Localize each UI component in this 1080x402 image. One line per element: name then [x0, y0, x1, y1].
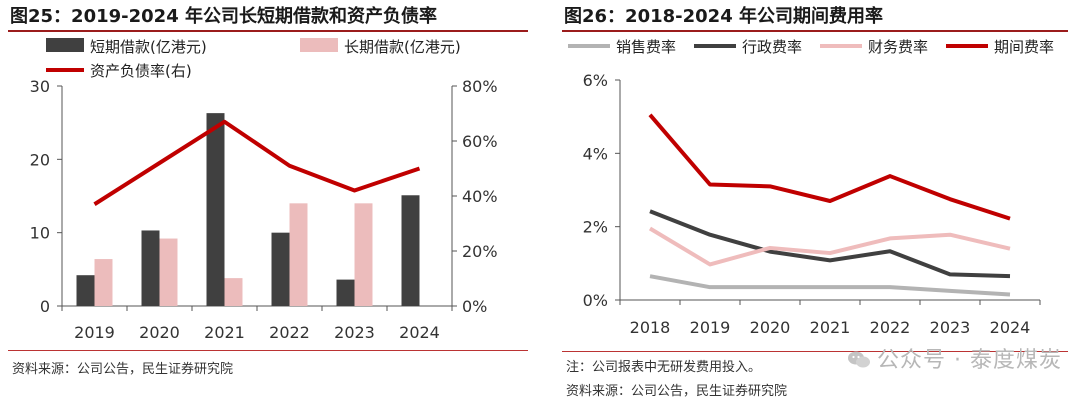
right-footer-rule	[562, 351, 1068, 352]
y-tick-label: 4%	[583, 144, 608, 163]
x-tick-label: 2018	[630, 318, 671, 337]
legend-label: 长期借款(亿港元)	[344, 38, 461, 56]
y-tick-label: 0%	[583, 291, 608, 310]
watermark-text: 公众号 · 泰度煤炭	[877, 348, 1062, 373]
x-tick-label: 2022	[269, 323, 310, 342]
x-tick-label: 2020	[750, 318, 791, 337]
left-footer-rule	[8, 350, 528, 351]
long-term-loan-bar	[159, 238, 178, 306]
x-tick-label: 2020	[139, 323, 180, 342]
wechat-icon	[848, 351, 871, 368]
finance-rate-line	[648, 226, 1011, 267]
y-right-tick-label: 0%	[462, 297, 487, 316]
y-left-tick-label: 10	[30, 224, 50, 243]
short-term-loan-bar	[401, 195, 420, 306]
x-tick-label: 2024	[399, 323, 440, 342]
x-tick-label: 2022	[870, 318, 911, 337]
long-term-loan-bar	[94, 259, 113, 306]
period-rate-line	[648, 113, 1011, 221]
left-chart-title: 图25：2019-2024 年公司长短期借款和资产负债率	[10, 6, 437, 27]
left-chart-svg: 0 10 20 30 0% 20% 40% 60% 80% 2019 2020 2021 2022 202…	[30, 38, 498, 342]
legend-label: 期间费率	[994, 38, 1054, 56]
legend-label: 短期借款(亿港元)	[90, 38, 207, 56]
watermark: 公众号 · 泰度煤炭	[847, 342, 1062, 374]
right-chart-source: 资料来源：公司公告，民生证券研究院	[566, 384, 788, 399]
short-term-loan-bar	[141, 230, 160, 306]
right-chart-panel: 图26：2018-2024 年公司期间费用率 0% 2% 4% 6% 2018 2019 2…	[554, 0, 1080, 402]
right-chart-title: 图26：2018-2024 年公司期间费用率	[564, 6, 883, 27]
left-chart-source: 资料来源：公司公告，民生证券研究院	[12, 362, 234, 377]
y-left-tick-label: 30	[30, 77, 50, 96]
x-tick-label: 2023	[930, 318, 971, 337]
long-term-loan-bar	[289, 203, 308, 306]
y-right-tick-label: 40%	[462, 187, 498, 206]
x-tick-label: 2019	[74, 323, 115, 342]
legend-label: 财务费率	[868, 38, 928, 56]
admin-rate-line	[649, 209, 1011, 279]
x-tick-label: 2021	[204, 323, 245, 342]
x-tick-label: 2023	[334, 323, 375, 342]
y-tick-label: 2%	[583, 218, 608, 237]
left-chart-panel: 图25：2019-2024 年公司长短期借款和资产负债率 0 10 20 30 0% 20…	[8, 6, 528, 377]
short-term-loan-bar	[206, 113, 225, 306]
legend-swatch	[300, 38, 338, 52]
x-tick-label: 2021	[810, 318, 851, 337]
short-term-loan-bar	[271, 232, 290, 306]
right-chart-svg: 0% 2% 4% 6% 2018 2019 2020 2021 2022 2023 2024 销售费率…	[568, 38, 1054, 337]
right-title-rule	[562, 30, 1068, 32]
short-term-loan-bar	[76, 275, 95, 306]
legend-label: 行政费率	[742, 38, 802, 56]
y-right-tick-label: 80%	[462, 77, 498, 96]
long-term-loan-bar	[354, 203, 373, 306]
y-left-tick-label: 0	[40, 297, 50, 316]
y-right-tick-label: 60%	[462, 132, 498, 151]
legend-label: 资产负债率(右)	[90, 62, 192, 80]
legend-swatch	[46, 38, 84, 52]
legend-label: 销售费率	[616, 38, 676, 56]
y-right-tick-label: 20%	[462, 242, 498, 261]
long-term-loan-bar	[224, 278, 243, 306]
debt-ratio-line	[93, 119, 421, 206]
x-tick-label: 2024	[990, 318, 1031, 337]
y-tick-label: 6%	[583, 71, 608, 90]
y-left-tick-label: 20	[30, 150, 50, 169]
left-title-rule	[8, 30, 528, 32]
right-chart-note: 注：公司报表中无研发费用投入。	[566, 360, 762, 375]
short-term-loan-bar	[336, 279, 355, 306]
sales-rate-line	[649, 274, 1011, 297]
x-tick-label: 2019	[690, 318, 731, 337]
